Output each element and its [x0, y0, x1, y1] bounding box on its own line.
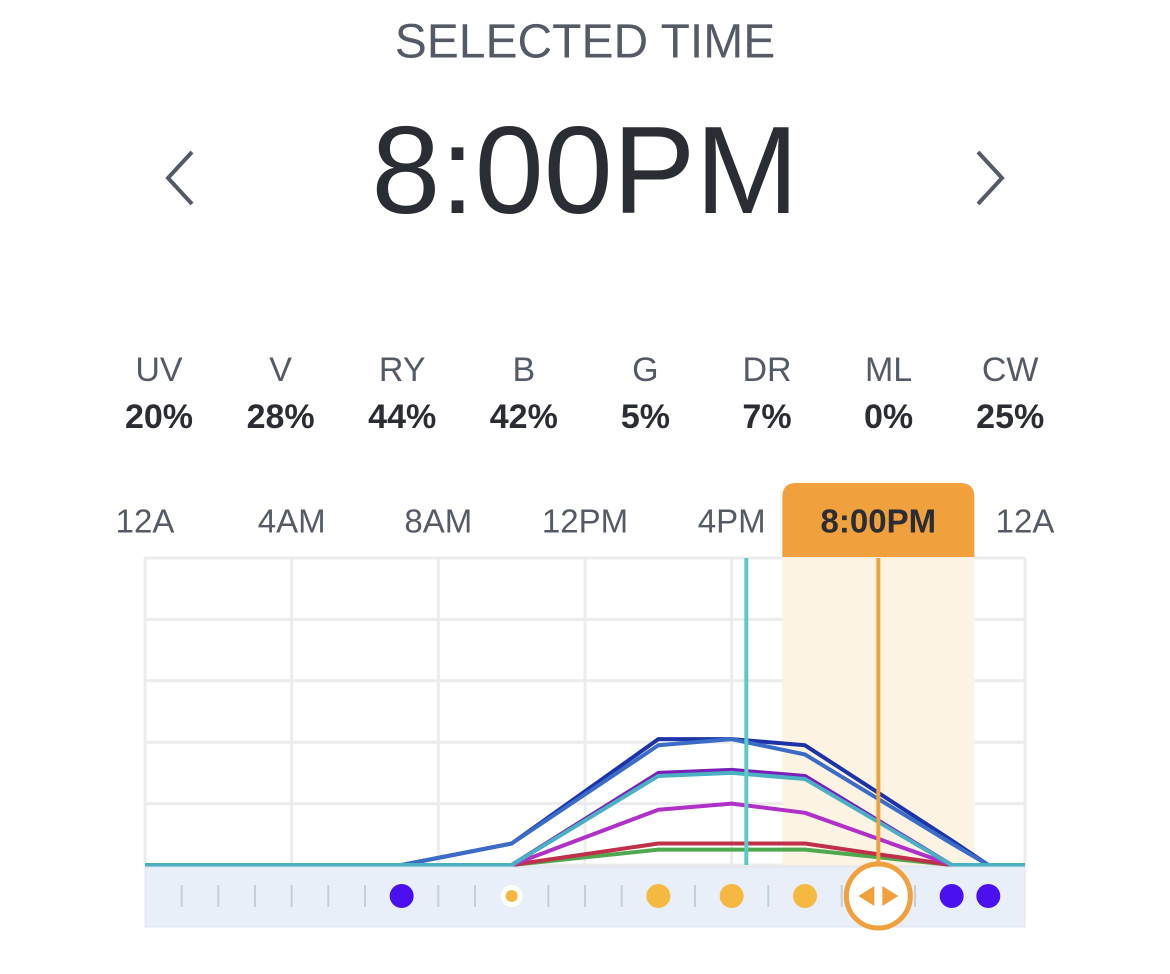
series-line	[145, 737, 1025, 867]
channel-label: B	[512, 351, 535, 389]
event-marker[interactable]	[793, 884, 817, 908]
series-line	[145, 770, 1025, 867]
channel-value: 5%	[621, 398, 670, 436]
event-marker[interactable]	[976, 884, 1001, 908]
channel-label: UV	[135, 351, 183, 389]
channel-label: CW	[982, 351, 1039, 389]
handle-arrows	[858, 886, 899, 906]
x-tick-label: 4PM	[698, 503, 766, 540]
x-tick-label: 4AM	[258, 503, 326, 540]
channel-label: ML	[865, 351, 912, 389]
channel-value: 28%	[247, 398, 315, 436]
channel-label: V	[269, 351, 292, 389]
channel-value: 42%	[490, 398, 558, 436]
channel-label: G	[632, 351, 658, 389]
x-tick-label: 8AM	[404, 503, 472, 540]
x-tick-label: 12A	[996, 503, 1055, 540]
chart: 12A 4AM 8AM 12PM 4PM 8:00PM 12A	[116, 483, 1055, 931]
event-marker[interactable]	[646, 884, 671, 908]
event-marker[interactable]	[719, 884, 744, 908]
title: SELECTED TIME	[395, 16, 776, 69]
time-handle[interactable]	[843, 861, 913, 931]
channel-label: RY	[379, 351, 426, 389]
selected-time: 8:00PM	[371, 102, 798, 240]
channel-value: 0%	[864, 398, 913, 436]
prev-button[interactable]	[165, 150, 194, 206]
event-marker[interactable]	[389, 884, 414, 908]
next-button[interactable]	[976, 150, 1005, 206]
event-marker-dot	[505, 890, 518, 902]
x-tick-label: 12A	[116, 503, 175, 540]
event-marker[interactable]	[939, 884, 964, 908]
channels: UV 20% V 28% RY 44% B 42% G 5% DR 7% ML 0% CW 25%	[125, 351, 1044, 436]
channel-value: 25%	[976, 398, 1044, 436]
x-tick-label: 8:00PM	[821, 503, 937, 540]
channel-value: 20%	[125, 398, 193, 436]
channel-value: 7%	[742, 398, 791, 436]
channel-value: 44%	[368, 398, 436, 436]
selected-badge	[782, 483, 975, 557]
x-tick-label: 12PM	[542, 503, 628, 540]
channel-label: DR	[742, 351, 791, 389]
